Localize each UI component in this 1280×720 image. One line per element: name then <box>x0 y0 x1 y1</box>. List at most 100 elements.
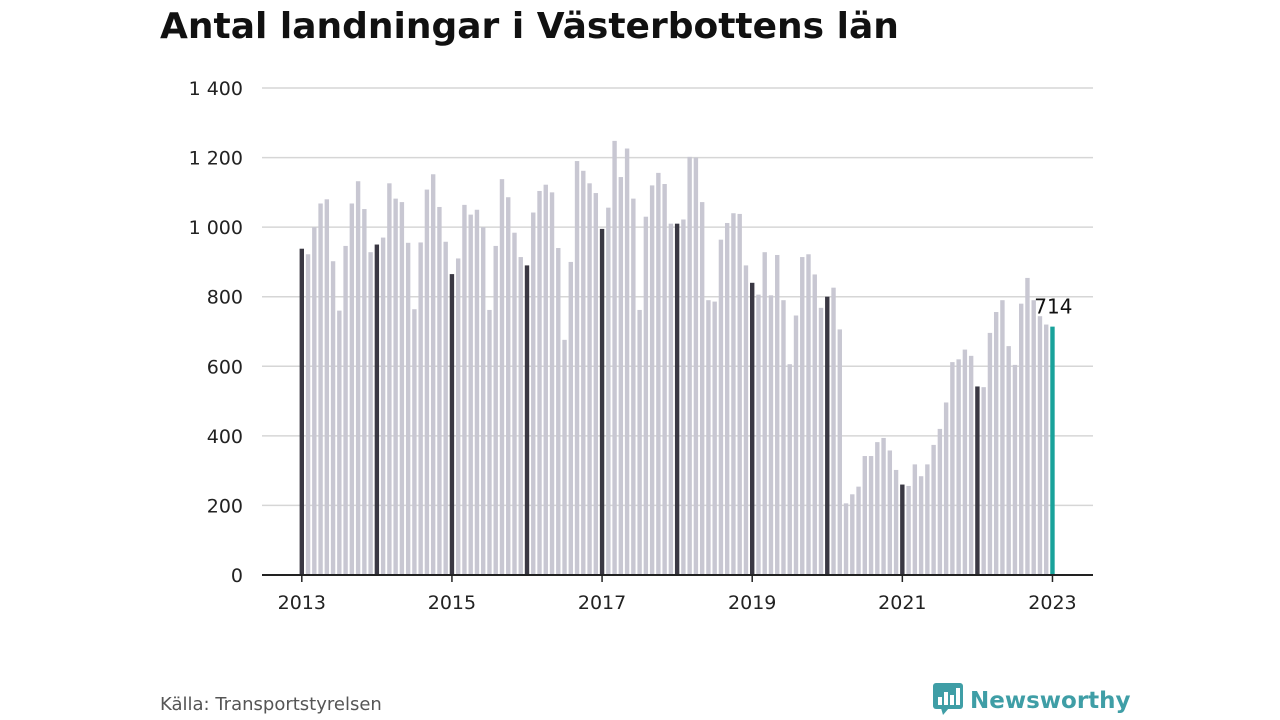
bar <box>812 274 817 575</box>
bar <box>699 202 705 575</box>
bar <box>793 315 799 575</box>
bar-january <box>524 265 530 575</box>
x-tick-label: 2019 <box>728 592 776 614</box>
bar <box>781 300 786 575</box>
bar <box>387 183 392 575</box>
bar <box>337 310 342 575</box>
bar <box>887 450 893 575</box>
bar <box>412 309 417 575</box>
bar <box>931 444 936 575</box>
bar <box>787 364 792 575</box>
bar <box>987 332 993 575</box>
bar <box>343 245 348 576</box>
bar <box>574 161 580 576</box>
bar-latest <box>1050 326 1055 575</box>
bar <box>800 257 805 575</box>
bar-january <box>449 274 455 575</box>
bar <box>324 199 330 576</box>
bar-january <box>674 223 680 575</box>
bar-january <box>750 282 755 575</box>
source-note: Källa: Transportstyrelsen <box>160 694 382 715</box>
bar <box>1025 277 1030 575</box>
bar <box>656 172 661 575</box>
bar <box>549 192 555 575</box>
bar-january <box>299 248 304 575</box>
y-tick-label: 1 400 <box>189 78 243 100</box>
bar <box>893 469 899 575</box>
bar <box>362 209 367 575</box>
bar-january <box>374 244 380 576</box>
bar <box>850 494 855 575</box>
bar-january <box>599 228 605 575</box>
x-tick-label: 2023 <box>1028 592 1076 614</box>
bar <box>818 307 824 575</box>
bar <box>418 242 423 575</box>
bar <box>662 184 667 575</box>
bar <box>950 362 955 575</box>
y-tick-label: 200 <box>207 495 243 517</box>
bar-january <box>900 484 905 575</box>
bar <box>862 456 868 575</box>
bar <box>831 287 836 575</box>
y-tick-label: 0 <box>231 565 243 587</box>
y-tick-label: 1 200 <box>189 148 243 170</box>
bar <box>631 198 636 575</box>
bar <box>925 464 930 575</box>
bar <box>856 486 861 575</box>
bar <box>643 216 649 575</box>
bar <box>624 148 630 575</box>
bar <box>962 349 968 575</box>
bar <box>881 437 886 575</box>
bar <box>437 206 442 575</box>
bar <box>712 301 717 575</box>
bar <box>512 232 517 576</box>
bar <box>918 476 924 575</box>
bar <box>1012 364 1018 575</box>
bar <box>487 309 492 575</box>
bar <box>731 213 736 575</box>
bar <box>399 202 405 575</box>
bar <box>499 179 505 576</box>
bar <box>430 174 436 576</box>
data-labels: 714 <box>1034 295 1072 319</box>
bar <box>612 140 617 576</box>
chart-title: Antal landningar i Västerbottens län <box>160 6 899 47</box>
bar <box>593 193 599 575</box>
bar <box>956 359 961 575</box>
axes: 0 200 400 600 800 1 000 1 200 1 400 2013 2015 2017… <box>189 78 1093 614</box>
bar <box>587 183 592 575</box>
bar <box>568 261 573 575</box>
bar <box>706 300 711 575</box>
bar <box>305 254 311 576</box>
bar <box>718 239 724 575</box>
bar <box>843 503 849 575</box>
bar <box>943 402 949 575</box>
bar <box>1037 316 1043 575</box>
brand-name: Newsworthy <box>970 688 1131 714</box>
bar-chart: 0 200 400 600 800 1 000 1 200 1 400 2013 2015 2017… <box>189 78 1093 614</box>
bar <box>380 237 386 576</box>
bar <box>743 265 749 575</box>
bar <box>493 245 498 576</box>
bar <box>531 212 536 576</box>
bar <box>355 181 361 575</box>
bar <box>681 219 686 576</box>
y-tick-label: 1 000 <box>189 217 243 239</box>
bar <box>506 197 511 575</box>
bar <box>330 261 336 575</box>
bar <box>405 242 411 575</box>
bar <box>1000 300 1005 575</box>
brand-logo[interactable]: Newsworthy <box>932 682 1131 720</box>
bar <box>693 157 699 576</box>
bar <box>443 241 448 575</box>
bar <box>618 177 624 575</box>
bar <box>556 248 561 575</box>
bar <box>868 456 874 575</box>
bar <box>1006 346 1011 575</box>
y-tick-label: 800 <box>207 287 243 309</box>
bar <box>518 257 523 575</box>
bar <box>649 185 655 575</box>
bar <box>481 227 486 575</box>
bar <box>806 254 811 576</box>
x-tick-label: 2021 <box>878 592 926 614</box>
